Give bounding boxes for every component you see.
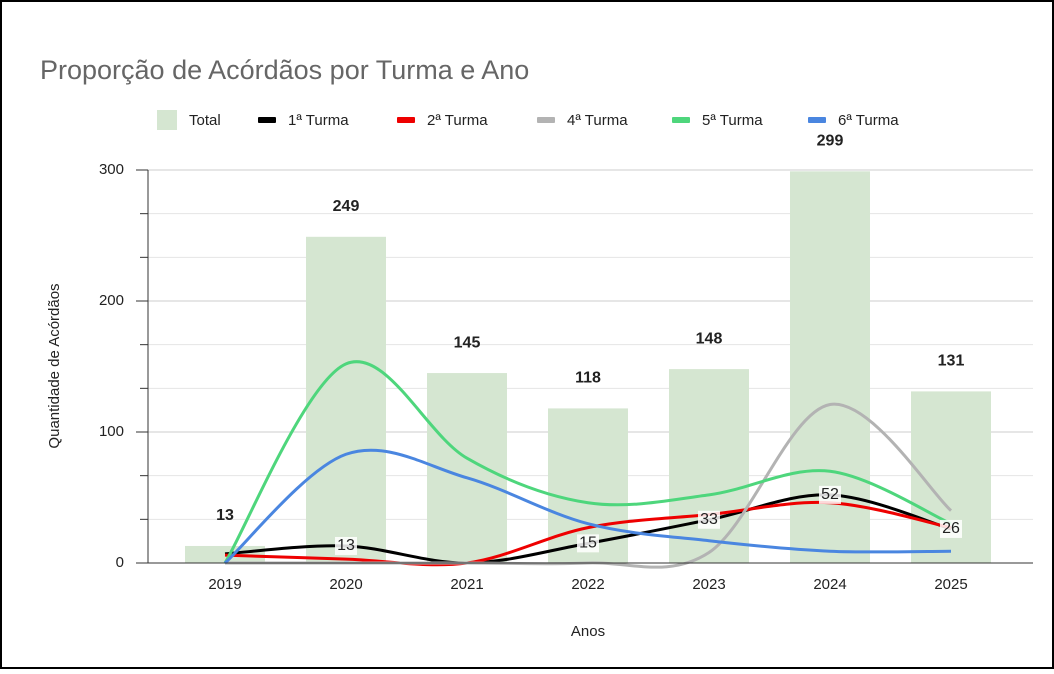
y-axis-label: Quantidade de Acórdãos [46,283,63,448]
legend-swatch [537,117,555,123]
bar-label: 131 [938,353,965,370]
label-bg [335,536,357,555]
y-tick-label: 100 [99,423,124,440]
bar-label: 249 [333,198,360,215]
line-label: 33 [700,511,718,528]
legend-label: 1ª Turma [288,112,349,129]
legend-swatch [397,117,415,123]
label-bg [577,534,599,553]
x-tick-label: 2023 [692,576,725,593]
x-tick-label: 2020 [329,576,362,593]
bar-label: 13 [216,507,234,524]
bar-label: 148 [696,330,723,347]
x-tick-label: 2019 [208,576,241,593]
bar-label: 145 [454,334,481,351]
x-tick-label: 2022 [571,576,604,593]
line [223,360,952,564]
legend-label: 6ª Turma [838,112,899,129]
legend-swatch [672,117,690,123]
x-tick-label: 2025 [934,576,967,593]
line-label: 15 [579,535,597,552]
line-label: 26 [942,520,960,537]
bar-label: 299 [817,133,844,150]
bar-label: 118 [575,370,601,387]
y-tick-label: 0 [116,554,124,571]
line [223,448,952,565]
x-axis-label: Anos [571,623,605,640]
label-bg [940,519,962,538]
legend-swatch [157,110,177,130]
bar [669,369,749,563]
bar [306,236,386,563]
bar [185,545,265,563]
legend-label: Total [189,112,221,129]
x-tick-label: 2024 [813,576,846,593]
chart-title: Proporção de Acórdãos por Turma e Ano [40,55,529,85]
y-tick-label: 300 [99,161,124,178]
legend-swatch [808,117,826,123]
label-bg [698,510,720,529]
legend-swatch [258,117,276,123]
label-bg [819,485,841,504]
line-label: 52 [821,486,839,503]
y-tick-label: 200 [99,292,124,309]
legend-label: 5ª Turma [702,112,763,129]
line-label: 13 [337,537,355,554]
legend-label: 2ª Turma [427,112,488,129]
legend-label: 4ª Turma [567,112,628,129]
x-tick-label: 2021 [450,576,483,593]
